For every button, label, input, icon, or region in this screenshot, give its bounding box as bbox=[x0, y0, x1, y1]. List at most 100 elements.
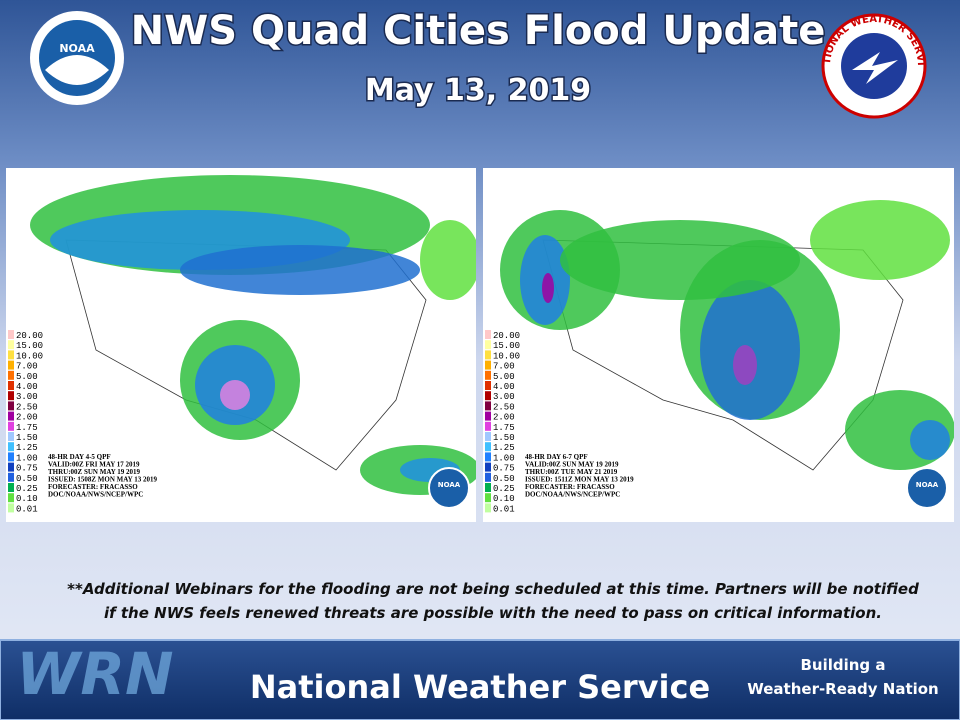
legend-label: 2.50 bbox=[493, 402, 515, 412]
legend-label: 20.00 bbox=[493, 331, 520, 341]
map-caption: ISSUED: 1508Z MON MAY 13 2019 bbox=[48, 476, 157, 484]
footer: WRN National Weather Service Building a … bbox=[0, 639, 960, 720]
legend-swatch bbox=[485, 391, 491, 401]
legend-label: 1.50 bbox=[16, 433, 38, 443]
legend-label: 1.50 bbox=[493, 433, 515, 443]
precip-area bbox=[220, 380, 250, 410]
qpf-map: 20.0015.0010.007.005.004.003.002.502.001… bbox=[6, 168, 476, 522]
maps: 20.0015.0010.007.005.004.003.002.502.001… bbox=[6, 168, 954, 522]
legend-swatch bbox=[8, 340, 14, 350]
legend-label: 4.00 bbox=[16, 382, 38, 392]
legend-swatch bbox=[8, 360, 14, 370]
legend-swatch bbox=[8, 432, 14, 441]
legend-swatch bbox=[485, 493, 491, 503]
precip-area bbox=[910, 420, 950, 460]
legend-swatch bbox=[8, 330, 14, 339]
legend-swatch bbox=[8, 483, 14, 492]
map-caption: VALID:00Z SUN MAY 19 2019 bbox=[525, 461, 619, 469]
legend-label: 2.00 bbox=[16, 413, 38, 423]
legend-label: 4.00 bbox=[493, 382, 515, 392]
legend-swatch bbox=[485, 340, 491, 350]
legend-label: 0.50 bbox=[493, 474, 515, 484]
legend-swatch bbox=[485, 503, 491, 513]
legend-swatch bbox=[8, 472, 14, 482]
legend-swatch bbox=[8, 503, 14, 513]
qpf-map: 20.0015.0010.007.005.004.003.002.502.001… bbox=[483, 168, 954, 522]
legend-swatch bbox=[8, 421, 14, 431]
map-caption: THRU:00Z SUN MAY 19 2019 bbox=[48, 468, 141, 476]
legend-swatch bbox=[8, 381, 14, 390]
legend-label: 20.00 bbox=[16, 331, 43, 341]
legend-swatch bbox=[485, 330, 491, 339]
precip-area bbox=[180, 245, 420, 295]
logo-text: NOAA bbox=[59, 42, 95, 55]
legend-label: 1.25 bbox=[16, 443, 38, 453]
map-caption: ISSUED: 1511Z MON MAY 13 2019 bbox=[525, 476, 634, 484]
legend-swatch bbox=[485, 350, 491, 360]
map-caption: FORECASTER: FRACASSO bbox=[48, 483, 138, 491]
wrn-logo: WRN bbox=[16, 640, 173, 708]
legend-swatch bbox=[8, 442, 14, 452]
precip-area bbox=[542, 273, 554, 303]
precip-area bbox=[420, 220, 476, 300]
legend-label: 2.50 bbox=[16, 402, 38, 412]
badge-text: NOAA bbox=[438, 481, 461, 489]
legend-swatch bbox=[8, 391, 14, 401]
legend-label: 3.00 bbox=[16, 392, 38, 402]
date: May 13, 2019 bbox=[365, 73, 591, 108]
legend-swatch bbox=[485, 462, 491, 472]
legend-label: 1.75 bbox=[16, 423, 38, 433]
legend-label: 0.75 bbox=[493, 464, 515, 474]
map-caption: VALID:00Z FRI MAY 17 2019 bbox=[48, 461, 140, 469]
legend-swatch bbox=[485, 401, 491, 411]
legend-swatch bbox=[8, 462, 14, 472]
legend-label: 1.00 bbox=[16, 453, 38, 463]
legend-label: 0.50 bbox=[16, 474, 38, 484]
title: NWS Quad Cities Flood Update bbox=[131, 8, 826, 54]
legend-swatch bbox=[8, 452, 14, 462]
legend-swatch bbox=[485, 411, 491, 421]
footer-title: National Weather Service bbox=[250, 668, 710, 706]
note-line: if the NWS feels renewed threats are pos… bbox=[104, 604, 882, 622]
legend-swatch bbox=[485, 370, 491, 380]
legend-swatch bbox=[8, 370, 14, 380]
map-caption: DOC/NOAA/NWS/NCEP/WPC bbox=[48, 491, 143, 499]
legend-swatch bbox=[8, 350, 14, 360]
map-caption: FORECASTER: FRACASSO bbox=[525, 483, 615, 491]
note-line: **Additional Webinars for the flooding a… bbox=[67, 580, 919, 598]
tagline: Weather-Ready Nation bbox=[747, 680, 939, 698]
tagline: Building a bbox=[800, 656, 885, 674]
legend-label: 0.10 bbox=[16, 494, 38, 504]
legend-swatch bbox=[485, 472, 491, 482]
legend-label: 5.00 bbox=[493, 372, 515, 382]
legend-label: 1.00 bbox=[493, 453, 515, 463]
noaa-badge bbox=[906, 467, 948, 509]
legend-label: 10.00 bbox=[16, 351, 43, 361]
precip-area bbox=[733, 345, 757, 385]
precip-area bbox=[560, 220, 800, 300]
legend-label: 1.75 bbox=[493, 423, 515, 433]
map-caption: DOC/NOAA/NWS/NCEP/WPC bbox=[525, 491, 620, 499]
legend-label: 0.25 bbox=[16, 484, 38, 494]
legend-label: 0.10 bbox=[493, 494, 515, 504]
legend-label: 0.75 bbox=[16, 464, 38, 474]
legend-swatch bbox=[485, 360, 491, 370]
legend-swatch bbox=[485, 432, 491, 441]
legend-swatch bbox=[485, 442, 491, 452]
legend-swatch bbox=[485, 452, 491, 462]
legend-swatch bbox=[485, 381, 491, 390]
legend-swatch bbox=[8, 493, 14, 503]
legend-label: 10.00 bbox=[493, 351, 520, 361]
legend-label: 0.01 bbox=[16, 504, 38, 514]
map-caption: 48-HR DAY 4-5 QPF bbox=[48, 453, 111, 461]
noaa-badge bbox=[428, 467, 470, 509]
legend-swatch bbox=[8, 411, 14, 421]
legend-label: 15.00 bbox=[493, 341, 520, 351]
precip-area bbox=[810, 200, 950, 280]
legend-label: 5.00 bbox=[16, 372, 38, 382]
legend-label: 2.00 bbox=[493, 413, 515, 423]
legend-label: 7.00 bbox=[493, 362, 515, 372]
legend-label: 1.25 bbox=[493, 443, 515, 453]
badge-text: NOAA bbox=[916, 481, 939, 489]
